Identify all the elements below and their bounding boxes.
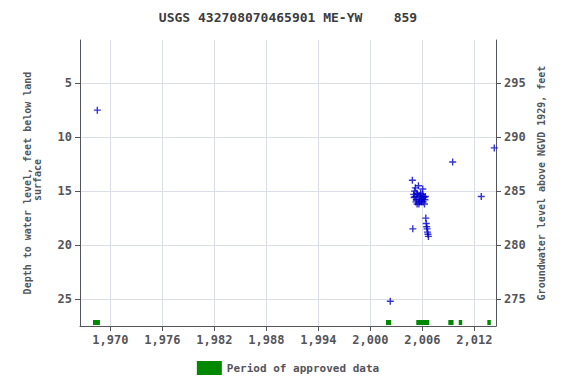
svg-text:5: 5: [65, 76, 72, 90]
svg-text:25: 25: [58, 292, 72, 306]
svg-text:295: 295: [504, 76, 526, 90]
svg-text:Groundwater level above NGVD 1: Groundwater level above NGVD 1929, feet: [536, 66, 547, 301]
svg-text:1,976: 1,976: [144, 333, 180, 347]
svg-text:2,000: 2,000: [352, 333, 388, 347]
svg-text:1,970: 1,970: [92, 333, 128, 347]
svg-text:1,988: 1,988: [248, 333, 284, 347]
svg-text:285: 285: [504, 184, 526, 198]
svg-text:USGS 432708070465901 ME-YW: USGS 432708070465901 ME-YW 859: [159, 10, 417, 25]
svg-text:surface: surface: [32, 159, 43, 207]
svg-text:1,982: 1,982: [196, 333, 232, 347]
svg-text:10: 10: [58, 130, 72, 144]
svg-text:15: 15: [58, 184, 72, 198]
svg-text:Period of approved data: Period of approved data: [227, 362, 379, 375]
svg-text:290: 290: [504, 130, 526, 144]
svg-text:20: 20: [58, 238, 72, 252]
svg-text:1,994: 1,994: [300, 333, 336, 347]
svg-text:275: 275: [504, 292, 526, 306]
svg-text:2,012: 2,012: [456, 333, 492, 347]
svg-text:Depth to water level, feet bel: Depth to water level, feet below land: [21, 71, 33, 295]
svg-text:280: 280: [504, 238, 526, 252]
svg-text:2,006: 2,006: [404, 333, 440, 347]
